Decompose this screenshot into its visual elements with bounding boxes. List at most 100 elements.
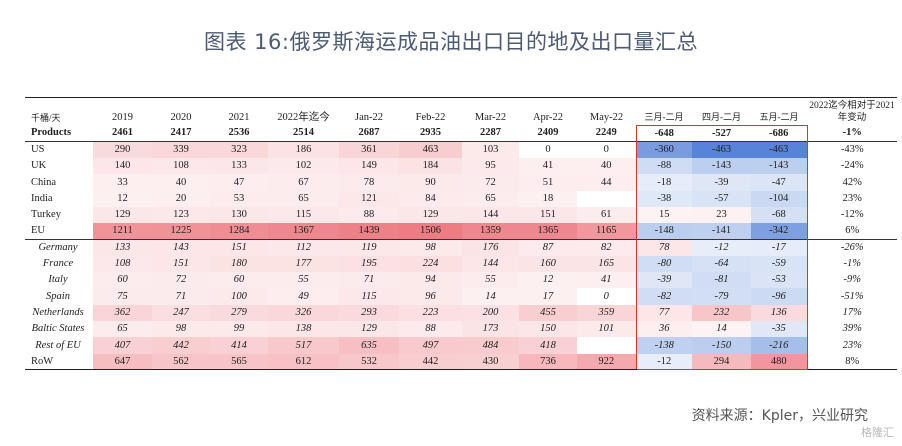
volume-cell: 290 bbox=[93, 141, 152, 159]
change-cell: 8% bbox=[807, 353, 897, 371]
row-label: RoW bbox=[25, 353, 93, 371]
header-jan-22: Jan-22 bbox=[355, 111, 383, 123]
volume-cell: 562 bbox=[152, 353, 210, 371]
delta-cell: 23 bbox=[692, 206, 751, 224]
volume-cell: 1225 bbox=[152, 223, 210, 240]
volume-cell: 65 bbox=[462, 190, 519, 207]
change-cell: -43% bbox=[807, 141, 897, 159]
row-label: China bbox=[31, 176, 57, 188]
volume-cell: 102 bbox=[268, 158, 339, 175]
volume-cell: 87 bbox=[519, 239, 577, 256]
volume-cell: 326 bbox=[268, 304, 339, 322]
delta-cell: -12 bbox=[692, 239, 751, 256]
header-apr-minus-feb: 四月-二月 bbox=[702, 112, 741, 122]
volume-cell: 12 bbox=[519, 272, 577, 289]
table-header-row: 千桶/天 2019 2020 2021 2022年迄今 Jan-22 Feb-2… bbox=[25, 97, 897, 126]
header-unit: 千桶/天 bbox=[31, 112, 61, 123]
row-label: Italy bbox=[48, 274, 68, 286]
volume-cell: 1211 bbox=[93, 223, 152, 240]
volume-cell: 112 bbox=[268, 239, 339, 256]
volume-cell: 922 bbox=[577, 353, 636, 371]
delta-cell: -53 bbox=[751, 272, 808, 289]
change-cell: -9% bbox=[843, 274, 862, 286]
volume-cell: 143 bbox=[152, 239, 210, 256]
row-label: Rest of EU bbox=[35, 339, 81, 351]
volume-cell: 1506 bbox=[399, 223, 462, 240]
volume-cell: 635 bbox=[339, 337, 399, 354]
header-2021: 2021 bbox=[228, 111, 250, 123]
volume-cell: 2935 bbox=[420, 127, 441, 139]
header-mar-minus-feb: 三月-二月 bbox=[644, 112, 684, 122]
volume-cell: 119 bbox=[339, 239, 399, 256]
volume-cell: 90 bbox=[399, 174, 462, 191]
row-label: EU bbox=[31, 225, 45, 237]
volume-cell: 144 bbox=[462, 206, 519, 224]
volume-cell: 129 bbox=[339, 321, 399, 338]
volume-cell: 1365 bbox=[519, 223, 577, 240]
table-row: Netherlands 362 247 279 326 293 223 200 455 359 77… bbox=[25, 304, 897, 322]
volume-cell: 40 bbox=[152, 174, 210, 191]
delta-cell: -12 bbox=[635, 353, 692, 371]
volume-cell: 532 bbox=[339, 353, 399, 371]
table-row: India 12 20 53 65 121 84 65 18 -38 -57 -104 23% bbox=[25, 190, 897, 207]
delta-cell: -138 bbox=[635, 337, 692, 354]
volume-cell: 65 bbox=[93, 321, 152, 338]
table-row: UK 140 108 133 102 149 184 95 41 40 -88 -143 -143 -24… bbox=[25, 158, 897, 175]
delta-cell: 14 bbox=[692, 321, 751, 338]
change-cell: -24% bbox=[840, 160, 864, 172]
row-label: US bbox=[25, 141, 93, 159]
volume-cell: 2287 bbox=[480, 127, 501, 139]
volume-cell: 60 bbox=[210, 272, 268, 289]
delta-cell: -648 bbox=[635, 124, 692, 142]
watermark: 格隆汇 bbox=[861, 426, 894, 439]
volume-cell: 33 bbox=[93, 174, 152, 191]
table-row: Italy 60 72 60 55 71 94 55 12 41 -39 -81 -53 -9% bbox=[25, 272, 897, 289]
empty-cell bbox=[577, 337, 636, 353]
volume-cell: 100 bbox=[210, 288, 268, 305]
volume-cell: 463 bbox=[399, 141, 462, 159]
delta-cell: -143 bbox=[751, 158, 808, 175]
delta-cell: -360 bbox=[635, 141, 692, 159]
volume-cell: 18 bbox=[519, 190, 577, 207]
volume-cell: 51 bbox=[519, 174, 577, 191]
table-row: Turkey 129 123 130 115 88 129 144 151 61 15 23 -68 -1… bbox=[25, 206, 897, 224]
volume-cell: 455 bbox=[519, 304, 577, 322]
header-ytd-vs-2021: 2022迄今相对于2021年变动 bbox=[809, 100, 895, 123]
row-label: Spain bbox=[46, 290, 70, 302]
delta-cell: -68 bbox=[751, 206, 808, 224]
change-cell: -51% bbox=[840, 290, 864, 302]
volume-cell: 14 bbox=[462, 288, 519, 305]
volume-cell: 41 bbox=[519, 158, 577, 175]
delta-cell: -59 bbox=[751, 255, 808, 273]
delta-cell: -216 bbox=[751, 337, 808, 354]
change-cell: 6% bbox=[845, 225, 860, 237]
volume-cell: 103 bbox=[462, 141, 519, 159]
table-row: Rest of EU 407 442 414 517 635 497 484 418 -138 -1… bbox=[25, 337, 897, 354]
volume-cell: 1284 bbox=[210, 223, 268, 240]
volume-cell: 44 bbox=[577, 174, 636, 191]
volume-cell: 0 bbox=[577, 141, 636, 159]
volume-cell: 223 bbox=[399, 304, 462, 322]
volume-cell: 121 bbox=[339, 190, 399, 207]
delta-cell: 480 bbox=[751, 353, 808, 371]
delta-cell: -96 bbox=[751, 288, 808, 305]
delta-cell: -57 bbox=[692, 190, 751, 207]
volume-cell: 150 bbox=[519, 321, 577, 338]
delta-cell: 15 bbox=[635, 206, 692, 224]
volume-cell: 65 bbox=[268, 190, 339, 207]
volume-cell: 2536 bbox=[228, 127, 250, 139]
volume-cell: 1367 bbox=[268, 223, 339, 240]
volume-cell: 98 bbox=[399, 239, 462, 256]
volume-cell: 123 bbox=[152, 206, 210, 224]
change-cell: 39% bbox=[842, 323, 862, 335]
row-label: France bbox=[42, 258, 74, 270]
delta-cell: -82 bbox=[635, 288, 692, 305]
delta-cell: -150 bbox=[692, 337, 751, 354]
volume-cell: 442 bbox=[399, 353, 462, 371]
row-label: Netherlands bbox=[32, 306, 84, 318]
delta-cell: -18 bbox=[635, 174, 692, 191]
volume-cell: 442 bbox=[152, 337, 210, 354]
table-row: EU 1211 1225 1284 1367 1439 1506 1359 1365 1165 -1… bbox=[25, 223, 897, 240]
volume-cell: 418 bbox=[519, 337, 577, 354]
delta-cell: -39 bbox=[635, 272, 692, 289]
